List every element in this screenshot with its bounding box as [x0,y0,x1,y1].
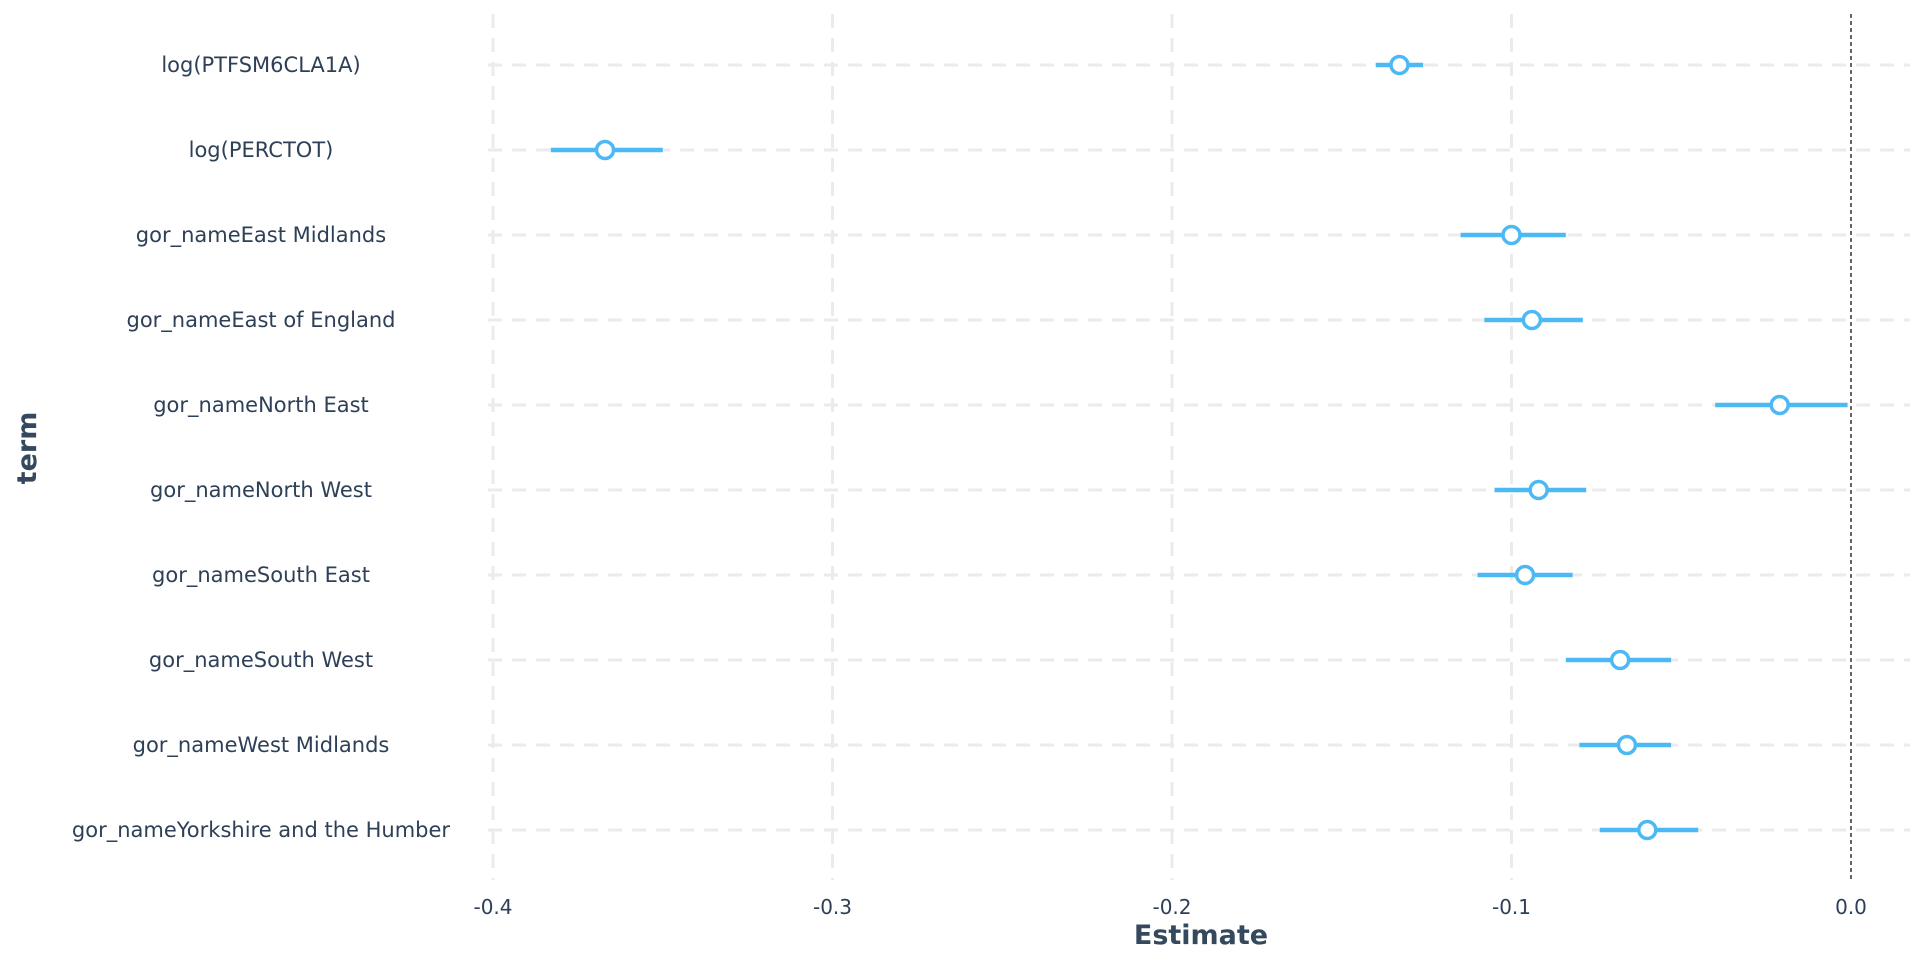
estimate-point [1514,564,1536,586]
y-tick-label: gor_nameYorkshire and the Humber [72,818,451,843]
estimate-point [1528,479,1549,501]
estimate-point [1389,54,1410,76]
y-tick-label: gor_nameSouth West [149,648,373,673]
y-tick-label: log(PTFSM6CLA1A) [161,53,360,77]
estimate-point [1609,649,1631,671]
estimate-marks [550,54,1848,841]
y-tick-label: gor_nameNorth West [150,478,372,503]
estimate-point [1501,224,1522,246]
x-axis-title: Estimate [1134,920,1268,951]
x-tick-label: -0.2 [1152,895,1191,919]
y-tick-label: gor_nameNorth East [153,393,369,418]
y-tick-label: gor_nameEast of England [126,308,395,333]
x-tick-label: -0.3 [813,895,852,919]
y-tick-label: gor_nameWest Midlands [133,733,390,758]
estimate-point [594,139,616,161]
y-axis-tick-labels: log(PTFSM6CLA1A) log(PERCTOT) gor_nameEast… [72,53,451,843]
y-tick-label: gor_nameEast Midlands [136,223,386,248]
x-tick-label: 0.0 [1835,895,1867,919]
estimate-point [1769,394,1790,416]
estimate-point [1616,734,1638,756]
x-axis-tick-labels: -0.4 -0.3 -0.2 -0.1 0.0 [473,895,1866,919]
x-tick-label: -0.4 [473,895,512,919]
y-tick-label: gor_nameSouth East [152,563,370,588]
y-tick-label: log(PERCTOT) [189,138,334,162]
gridlines [488,14,1910,880]
estimate-point [1521,309,1543,331]
y-axis-title: term [12,412,43,485]
estimate-point [1637,819,1658,841]
x-tick-label: -0.1 [1492,895,1531,919]
